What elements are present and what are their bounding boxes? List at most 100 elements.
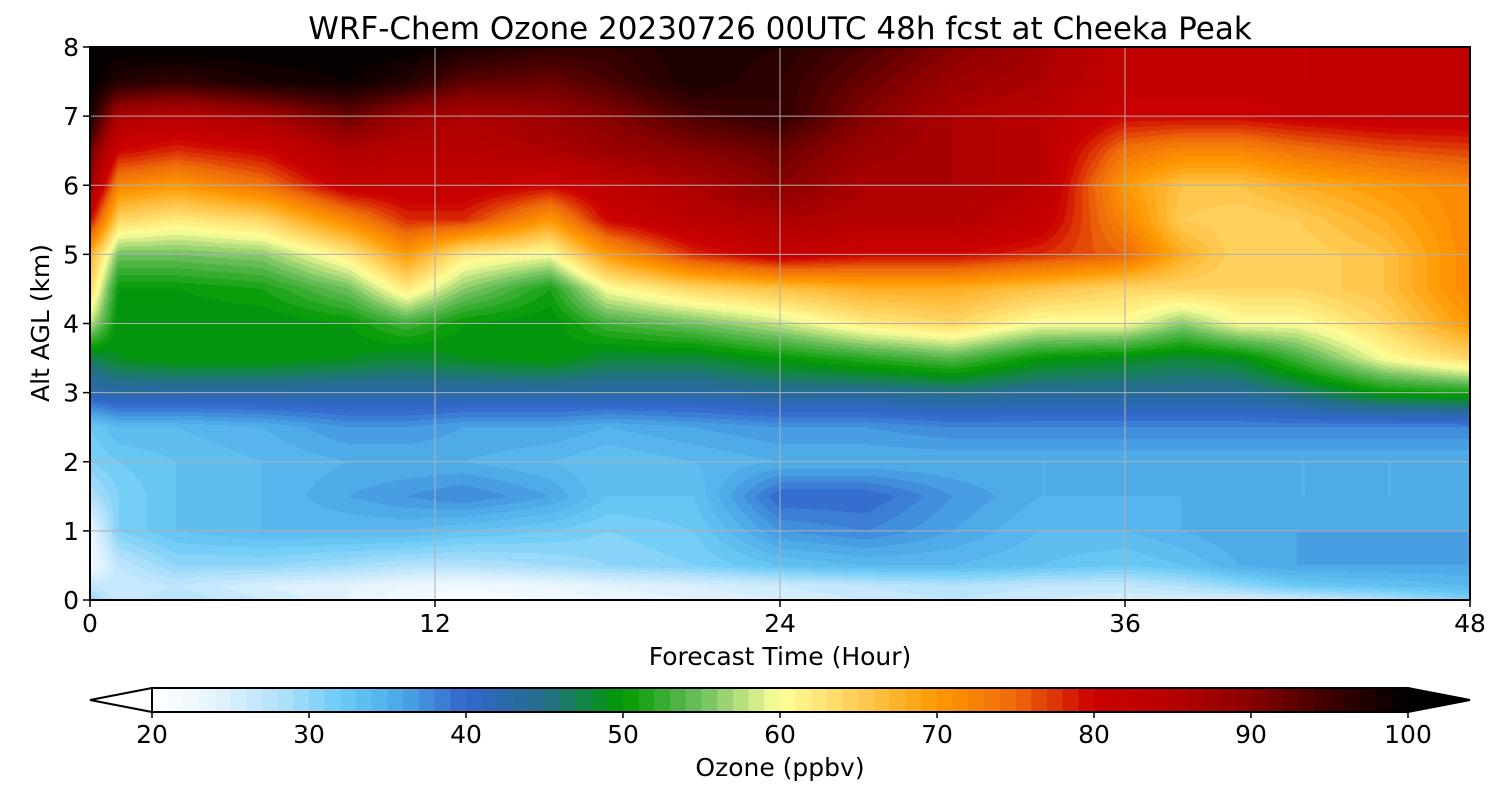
- colorbar-cell: [544, 688, 561, 712]
- colorbar-extend-low: [89, 686, 153, 714]
- colorbar-cell: [748, 688, 765, 712]
- colorbar-cell: [246, 688, 263, 712]
- colorbar-cell: [450, 688, 467, 712]
- colorbar-cell: [324, 688, 341, 712]
- colorbar-cell: [1046, 688, 1064, 712]
- y-tick-label: 2: [63, 448, 79, 477]
- colorbar-cell: [356, 688, 373, 712]
- colorbar-cell: [1235, 688, 1252, 712]
- x-tick-label: 48: [1454, 609, 1486, 638]
- colorbar-cell: [1156, 688, 1174, 712]
- colorbar-cell: [1094, 688, 1111, 712]
- colorbar-cell: [670, 688, 687, 712]
- colorbar-cell: [1360, 688, 1378, 712]
- colorbar-tick-label: 40: [450, 720, 482, 749]
- y-axis-ticks: 0 1 2 3 4 5 6 7 8: [63, 33, 90, 615]
- colorbar-ticks: 20 30 40 50 60 70 80 90 100: [136, 712, 1432, 749]
- colorbar-cell: [623, 688, 640, 712]
- colorbar-cell: [575, 688, 593, 712]
- colorbar-cell: [183, 688, 200, 712]
- colorbar-cell: [685, 688, 703, 712]
- colorbar-cell: [309, 688, 326, 712]
- x-tick-label: 12: [419, 609, 451, 638]
- y-tick-label: 3: [63, 379, 79, 408]
- colorbar-cell: [607, 688, 624, 712]
- colorbar-extend-high: [1407, 686, 1471, 714]
- colorbar-cell: [1392, 688, 1409, 712]
- colorbar-cell: [811, 688, 828, 712]
- x-tick-label: 24: [764, 609, 796, 638]
- y-tick-label: 0: [63, 586, 79, 615]
- colorbar-cell: [1313, 688, 1331, 712]
- colorbar-cell: [701, 688, 718, 712]
- colorbar-cell: [889, 688, 907, 712]
- colorbar-cell: [418, 688, 436, 712]
- colorbar-cell: [371, 688, 389, 712]
- colorbar-cell: [795, 688, 812, 712]
- plot-area: [89, 46, 1471, 601]
- colorbar-cell: [1203, 688, 1221, 712]
- colorbar-tick-label: 50: [607, 720, 639, 749]
- colorbar-cell: [1078, 688, 1095, 712]
- colorbar-cell: [560, 688, 577, 712]
- colorbar-cell: [1266, 688, 1283, 712]
- y-tick-label: 7: [63, 102, 79, 131]
- y-tick-label: 1: [63, 517, 79, 546]
- x-axis-label: Forecast Time (Hour): [649, 642, 912, 671]
- colorbar-cell: [230, 688, 247, 712]
- colorbar-cell: [732, 688, 750, 712]
- colorbar-cell: [764, 688, 781, 712]
- colorbar-tick-label: 100: [1384, 720, 1432, 749]
- colorbar-cell: [591, 688, 608, 712]
- colorbar-cell: [199, 688, 216, 712]
- x-axis-ticks: 0 12 24 36 48: [82, 600, 1486, 638]
- colorbar-tick-label: 90: [1235, 720, 1267, 749]
- y-tick-label: 8: [63, 33, 79, 62]
- colorbar-cell: [921, 688, 938, 712]
- colorbar-cell: [1219, 688, 1236, 712]
- colorbar-cell: [1251, 688, 1268, 712]
- colorbar-cell: [528, 688, 546, 712]
- colorbar-cell: [340, 688, 357, 712]
- y-tick-label: 6: [63, 171, 79, 200]
- colorbar-cell: [466, 688, 483, 712]
- colorbar-cells: [152, 688, 1409, 712]
- colorbar-cell: [293, 688, 310, 712]
- colorbar-cell: [1125, 688, 1142, 712]
- y-tick-label: 4: [63, 310, 79, 339]
- colorbar-cell: [717, 688, 734, 712]
- colorbar-cell: [654, 688, 671, 712]
- colorbar-cell: [984, 688, 1001, 712]
- colorbar: 20 30 40 50 60 70 80 90 100 Ozone (ppbv): [89, 686, 1471, 782]
- colorbar-cell: [827, 688, 844, 712]
- colorbar-cell: [1188, 688, 1205, 712]
- colorbar-cell: [277, 688, 294, 712]
- colorbar-tick-label: 30: [293, 720, 325, 749]
- colorbar-cell: [874, 688, 891, 712]
- colorbar-cell: [1376, 688, 1393, 712]
- colorbar-cell: [905, 688, 922, 712]
- x-tick-label: 36: [1109, 609, 1141, 638]
- colorbar-tick-label: 60: [764, 720, 796, 749]
- colorbar-cell: [403, 688, 420, 712]
- colorbar-cell: [1345, 688, 1362, 712]
- colorbar-cell: [152, 688, 169, 712]
- colorbar-cell: [952, 688, 969, 712]
- colorbar-tick-label: 80: [1078, 720, 1110, 749]
- colorbar-cell: [261, 688, 279, 712]
- colorbar-cell: [1172, 688, 1189, 712]
- colorbar-cell: [387, 688, 404, 712]
- colorbar-cell: [481, 688, 498, 712]
- x-tick-label: 0: [82, 609, 98, 638]
- colorbar-cell: [968, 688, 985, 712]
- y-axis-label: Alt AGL (km): [26, 244, 55, 402]
- colorbar-cell: [842, 688, 860, 712]
- chart-title: WRF-Chem Ozone 20230726 00UTC 48h fcst a…: [308, 11, 1252, 47]
- colorbar-cell: [1109, 688, 1126, 712]
- colorbar-cell: [1031, 688, 1048, 712]
- colorbar-tick-label: 20: [136, 720, 168, 749]
- colorbar-cell: [1282, 688, 1299, 712]
- colorbar-cell: [999, 688, 1017, 712]
- colorbar-tick-label: 70: [921, 720, 953, 749]
